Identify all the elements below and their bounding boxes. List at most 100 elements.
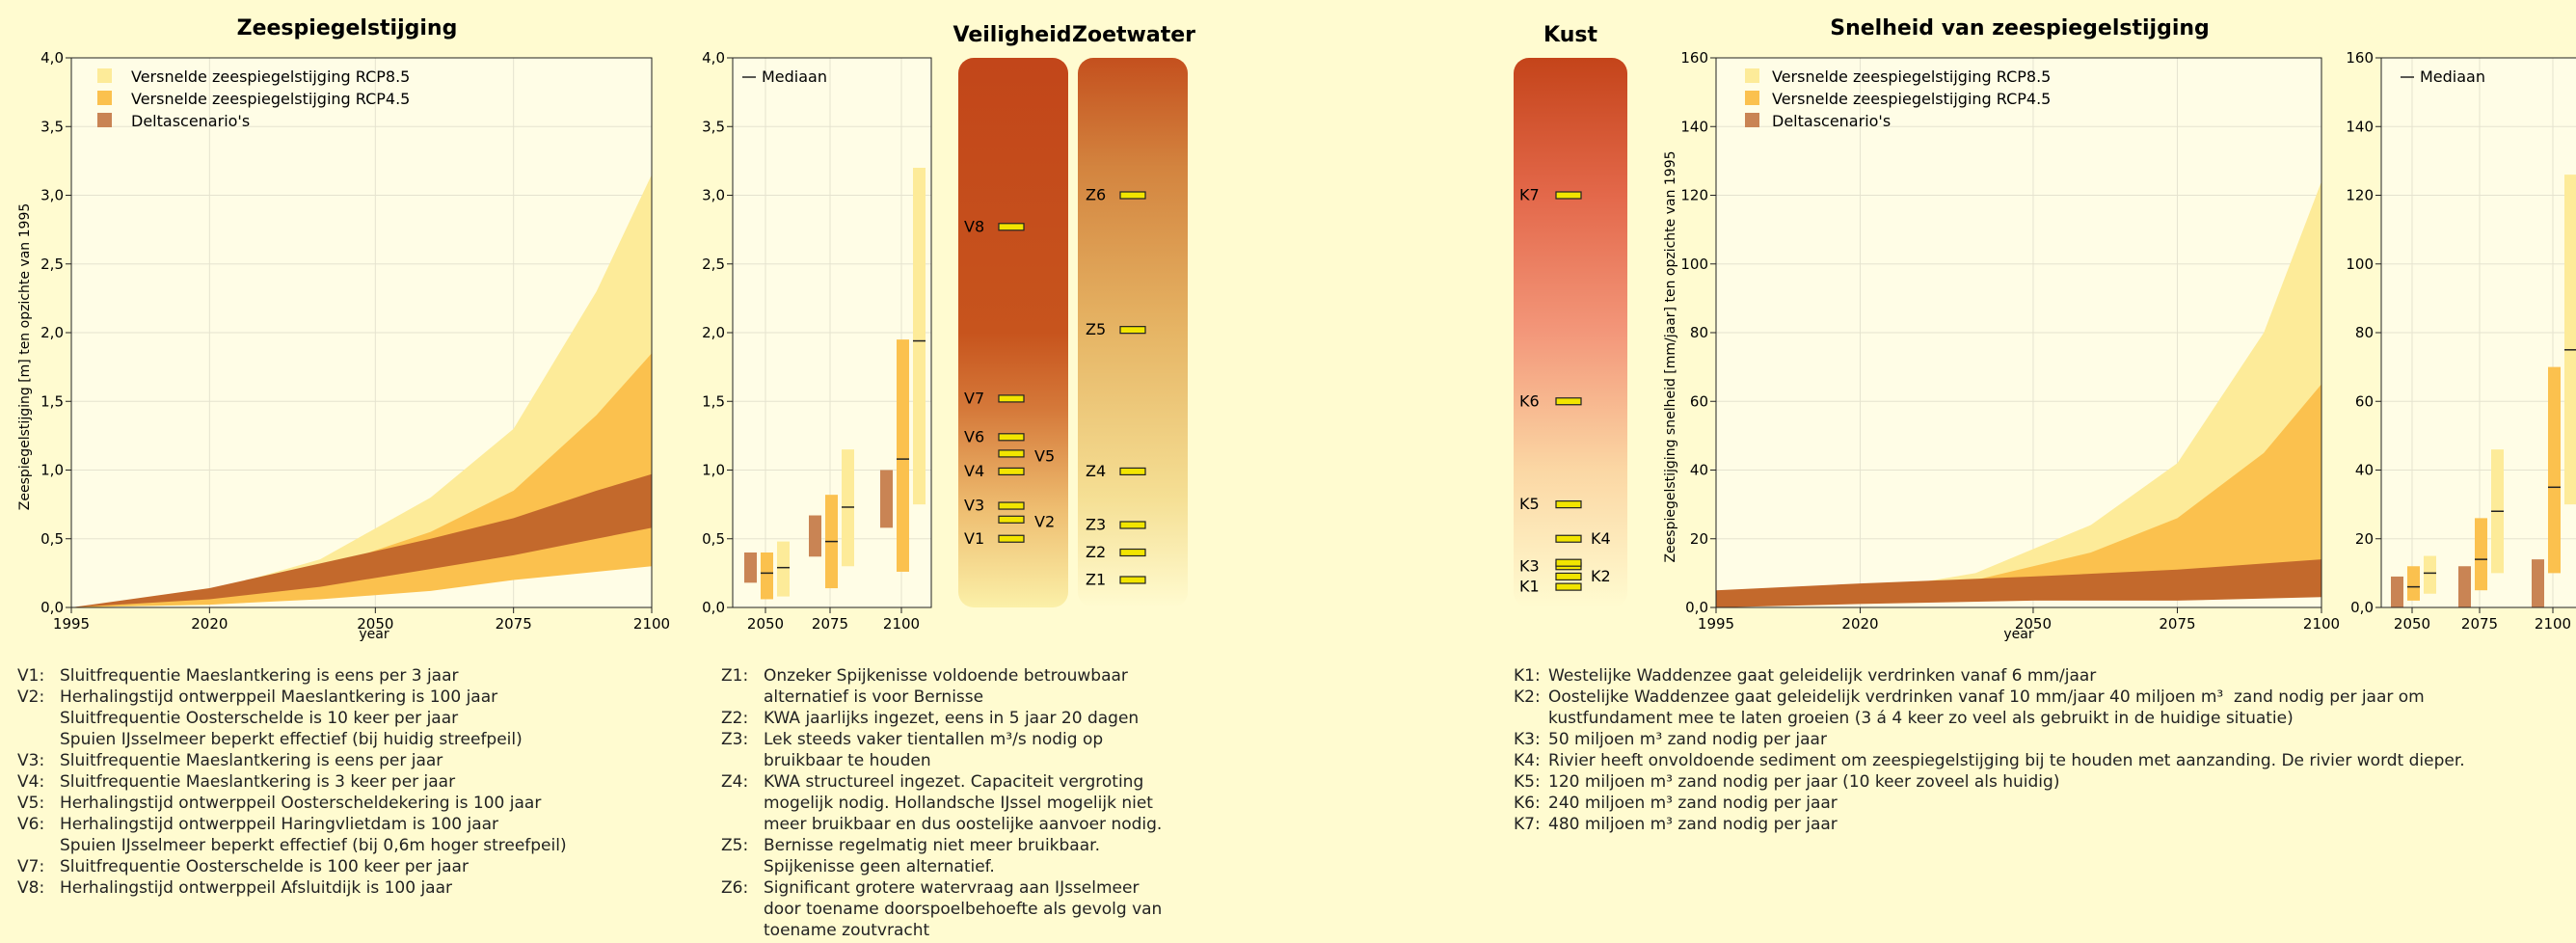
- c1-ytick-label: 3,0: [40, 187, 64, 204]
- c4-bar: [2407, 566, 2420, 601]
- zeespiegel-legend: Versnelde zeespiegelstijging RCP8.5 Vers…: [97, 67, 410, 130]
- zoetwater-marker: [1119, 467, 1146, 476]
- c3-area-versnelde-zeespiegelstijging-rcp4-5: [1831, 384, 2321, 601]
- c2-bar: [880, 470, 893, 528]
- veiligheid-label: V7: [964, 389, 984, 407]
- zoetwater-note-text: toename zoutvracht: [764, 921, 930, 940]
- c3-xtick-label: 2075: [2159, 615, 2195, 633]
- c3-ytick-label: 80: [1690, 324, 1708, 341]
- kust-note-code: K4:: [1514, 751, 1541, 770]
- c2-bar: [809, 515, 821, 557]
- veiligheid-note: V6: Herhalingstijd ontwerppeil Haringvlie…: [17, 814, 567, 835]
- c1-xtick-label: 2075: [496, 615, 532, 633]
- veiligheid-note-text: Herhalingstijd ontwerppeil Oosterschelde…: [60, 794, 542, 813]
- veiligheid-note-text: Sluitfrequentie Maeslantkering is 3 keer…: [60, 772, 456, 792]
- c4-bar: [2532, 559, 2544, 607]
- c4-ytick-label: 60: [2355, 392, 2374, 410]
- veiligheid-note-text: Spuien IJsselmeer beperkt effectief (bij…: [60, 730, 523, 749]
- c2-ytick-label: 2,0: [702, 324, 725, 341]
- c1-ytick-label: 1,0: [40, 462, 64, 479]
- legend-rcp85: Versnelde zeespiegelstijging RCP8.5: [131, 67, 410, 86]
- zeespiegel-chart: 1995 2020 2050 2075 2100 0,0 0,5 1,0 1,5 2,0 2,5 3,…: [17, 49, 670, 642]
- zoetwater-marker: [1119, 521, 1146, 529]
- veiligheid-note: Spuien IJsselmeer beperkt effectief (bij…: [17, 729, 567, 750]
- veiligheid-note: V3: Sluitfrequentie Maeslantkering is een…: [17, 750, 567, 771]
- zoetwater-note-text: Lek steeds vaker tientallen m³/s nodig o…: [764, 730, 1104, 749]
- c1-xtick-label: 2100: [633, 615, 670, 633]
- zeespiegel-ylabel: Zeespiegelstijging [m] ten opzichte van …: [17, 203, 33, 511]
- zoetwater-bar: Z6 Z5 Z4 Z3 Z2 Z1: [1078, 58, 1188, 607]
- c3-ytick-label: 60: [1690, 392, 1708, 410]
- zoetwater-note: Z2: KWA jaarlijks ingezet, eens in 5 jaar…: [721, 708, 1162, 729]
- legend-mediaan-1: Mediaan: [762, 67, 827, 86]
- kust-note-code: K1:: [1514, 666, 1541, 686]
- kust-note-code: K7:: [1514, 815, 1541, 834]
- veiligheid-note-code: [17, 729, 60, 750]
- kust-bar: K7 K6 K5 K3 K1 K4 K2: [1514, 58, 1627, 607]
- c1-ytick-label: 1,5: [40, 392, 64, 410]
- veiligheid-label: V8: [964, 217, 984, 235]
- veiligheid-note-text: Herhalingstijd ontwerppeil Maeslantkerin…: [60, 687, 498, 707]
- kust-note-code: K2:: [1514, 687, 1541, 707]
- veiligheid-note-code: V6:: [17, 815, 45, 834]
- c1-ytick-label: 0,0: [40, 599, 64, 616]
- zoetwater-note-text: Bernisse regelmatig niet meer bruikbaar.: [764, 836, 1100, 855]
- kust-right-marker: [1555, 534, 1582, 543]
- zoetwater-note: Z4: KWA structureel ingezet. Capaciteit v…: [721, 771, 1162, 793]
- zeespiegel-box-chart: 2050 2075 21000,00,51,01,52,02,53,03,54,0 …: [702, 49, 932, 633]
- zoetwater-note-text: KWA jaarlijks ingezet, eens in 5 jaar 20…: [764, 709, 1140, 728]
- c2-xtick-label: 2075: [812, 615, 848, 633]
- zoetwater-marker: [1119, 326, 1146, 335]
- c4-xtick-label: 2075: [2461, 615, 2498, 633]
- zoetwater-note: door toename doorspoelbehoefte als gevol…: [721, 899, 1162, 920]
- veiligheid-note-code: [17, 835, 60, 856]
- c4-xtick-label: 2100: [2535, 615, 2571, 633]
- c3-xtick-label: 2050: [2015, 615, 2052, 633]
- zoetwater-note-text: bruikbaar te houden: [764, 751, 931, 770]
- c2-ytick-label: 3,0: [702, 187, 725, 204]
- kust-note-text: 50 miljoen m³ zand nodig per jaar: [1548, 730, 1827, 749]
- c4-ytick-label: 160: [2346, 49, 2374, 67]
- zoetwater-note-code: Z2:: [721, 709, 749, 728]
- kust-note: kustfundament mee te laten groeien (3 á …: [1514, 708, 2465, 729]
- zoetwater-marker: [1119, 548, 1146, 557]
- c1-xtick-label: 1995: [53, 615, 90, 633]
- kust-right-marker: [1555, 558, 1582, 567]
- kust-notes: K1: Westelijke Waddenzee gaat geleidelijk…: [1514, 665, 2465, 835]
- kust-note: K2: Oostelijke Waddenzee gaat geleidelijk…: [1514, 687, 2465, 708]
- c2-ytick-label: 0,0: [702, 599, 725, 616]
- zeespiegel-xlabel: year: [359, 627, 389, 642]
- c1-ytick-label: 0,5: [40, 530, 64, 548]
- zoetwater-note-code: [721, 750, 764, 771]
- zoetwater-note-text: mogelijk nodig. Hollandsche IJssel mogel…: [764, 794, 1153, 813]
- c1-ytick-label: 4,0: [40, 49, 64, 67]
- zoetwater-note: alternatief is voor Bernisse: [721, 687, 1162, 708]
- c2-ytick-label: 1,0: [702, 462, 725, 479]
- zoetwater-label: Z2: [1086, 543, 1106, 561]
- kust-marker: [1555, 397, 1582, 406]
- veiligheid-note-code: V5:: [17, 794, 45, 813]
- veiligheid-note-code: V8:: [17, 878, 45, 898]
- snelheid-chart: 1995 2020 2050 2075 2100 0,0 20 40 60 80 100 120 140…: [1663, 49, 2340, 642]
- c3-ytick-label: 160: [1680, 49, 1708, 67]
- veiligheid-label: V3: [964, 497, 984, 515]
- veiligheid-title: Veiligheid: [953, 23, 1072, 47]
- zoetwater-note: Z6: Significant grotere watervraag aan IJ…: [721, 877, 1162, 899]
- c1-xtick-label: 2050: [357, 615, 393, 633]
- zoetwater-note-code: [721, 856, 764, 877]
- veiligheid-note-text: Herhalingstijd ontwerppeil Afsluitdijk i…: [60, 878, 453, 898]
- veiligheid-marker: [998, 223, 1025, 231]
- veiligheid-note: V1: Sluitfrequentie Maeslantkering is een…: [17, 665, 567, 687]
- veiligheid-label: V1: [964, 529, 984, 548]
- kust-note-code: K5:: [1514, 772, 1541, 792]
- veiligheid-note-code: V3:: [17, 751, 45, 770]
- c3-xtick-label: 2020: [1841, 615, 1878, 633]
- c2-bar: [897, 339, 909, 572]
- c3-ytick-label: 100: [1680, 256, 1708, 273]
- kust-note-text: kustfundament mee te laten groeien (3 á …: [1548, 709, 2294, 728]
- veiligheid-note-code: [17, 708, 60, 729]
- veiligheid-marker: [998, 534, 1025, 543]
- c3-area-deltascenario-s: [1716, 559, 2321, 607]
- veiligheid-right-label: V5: [1034, 446, 1055, 465]
